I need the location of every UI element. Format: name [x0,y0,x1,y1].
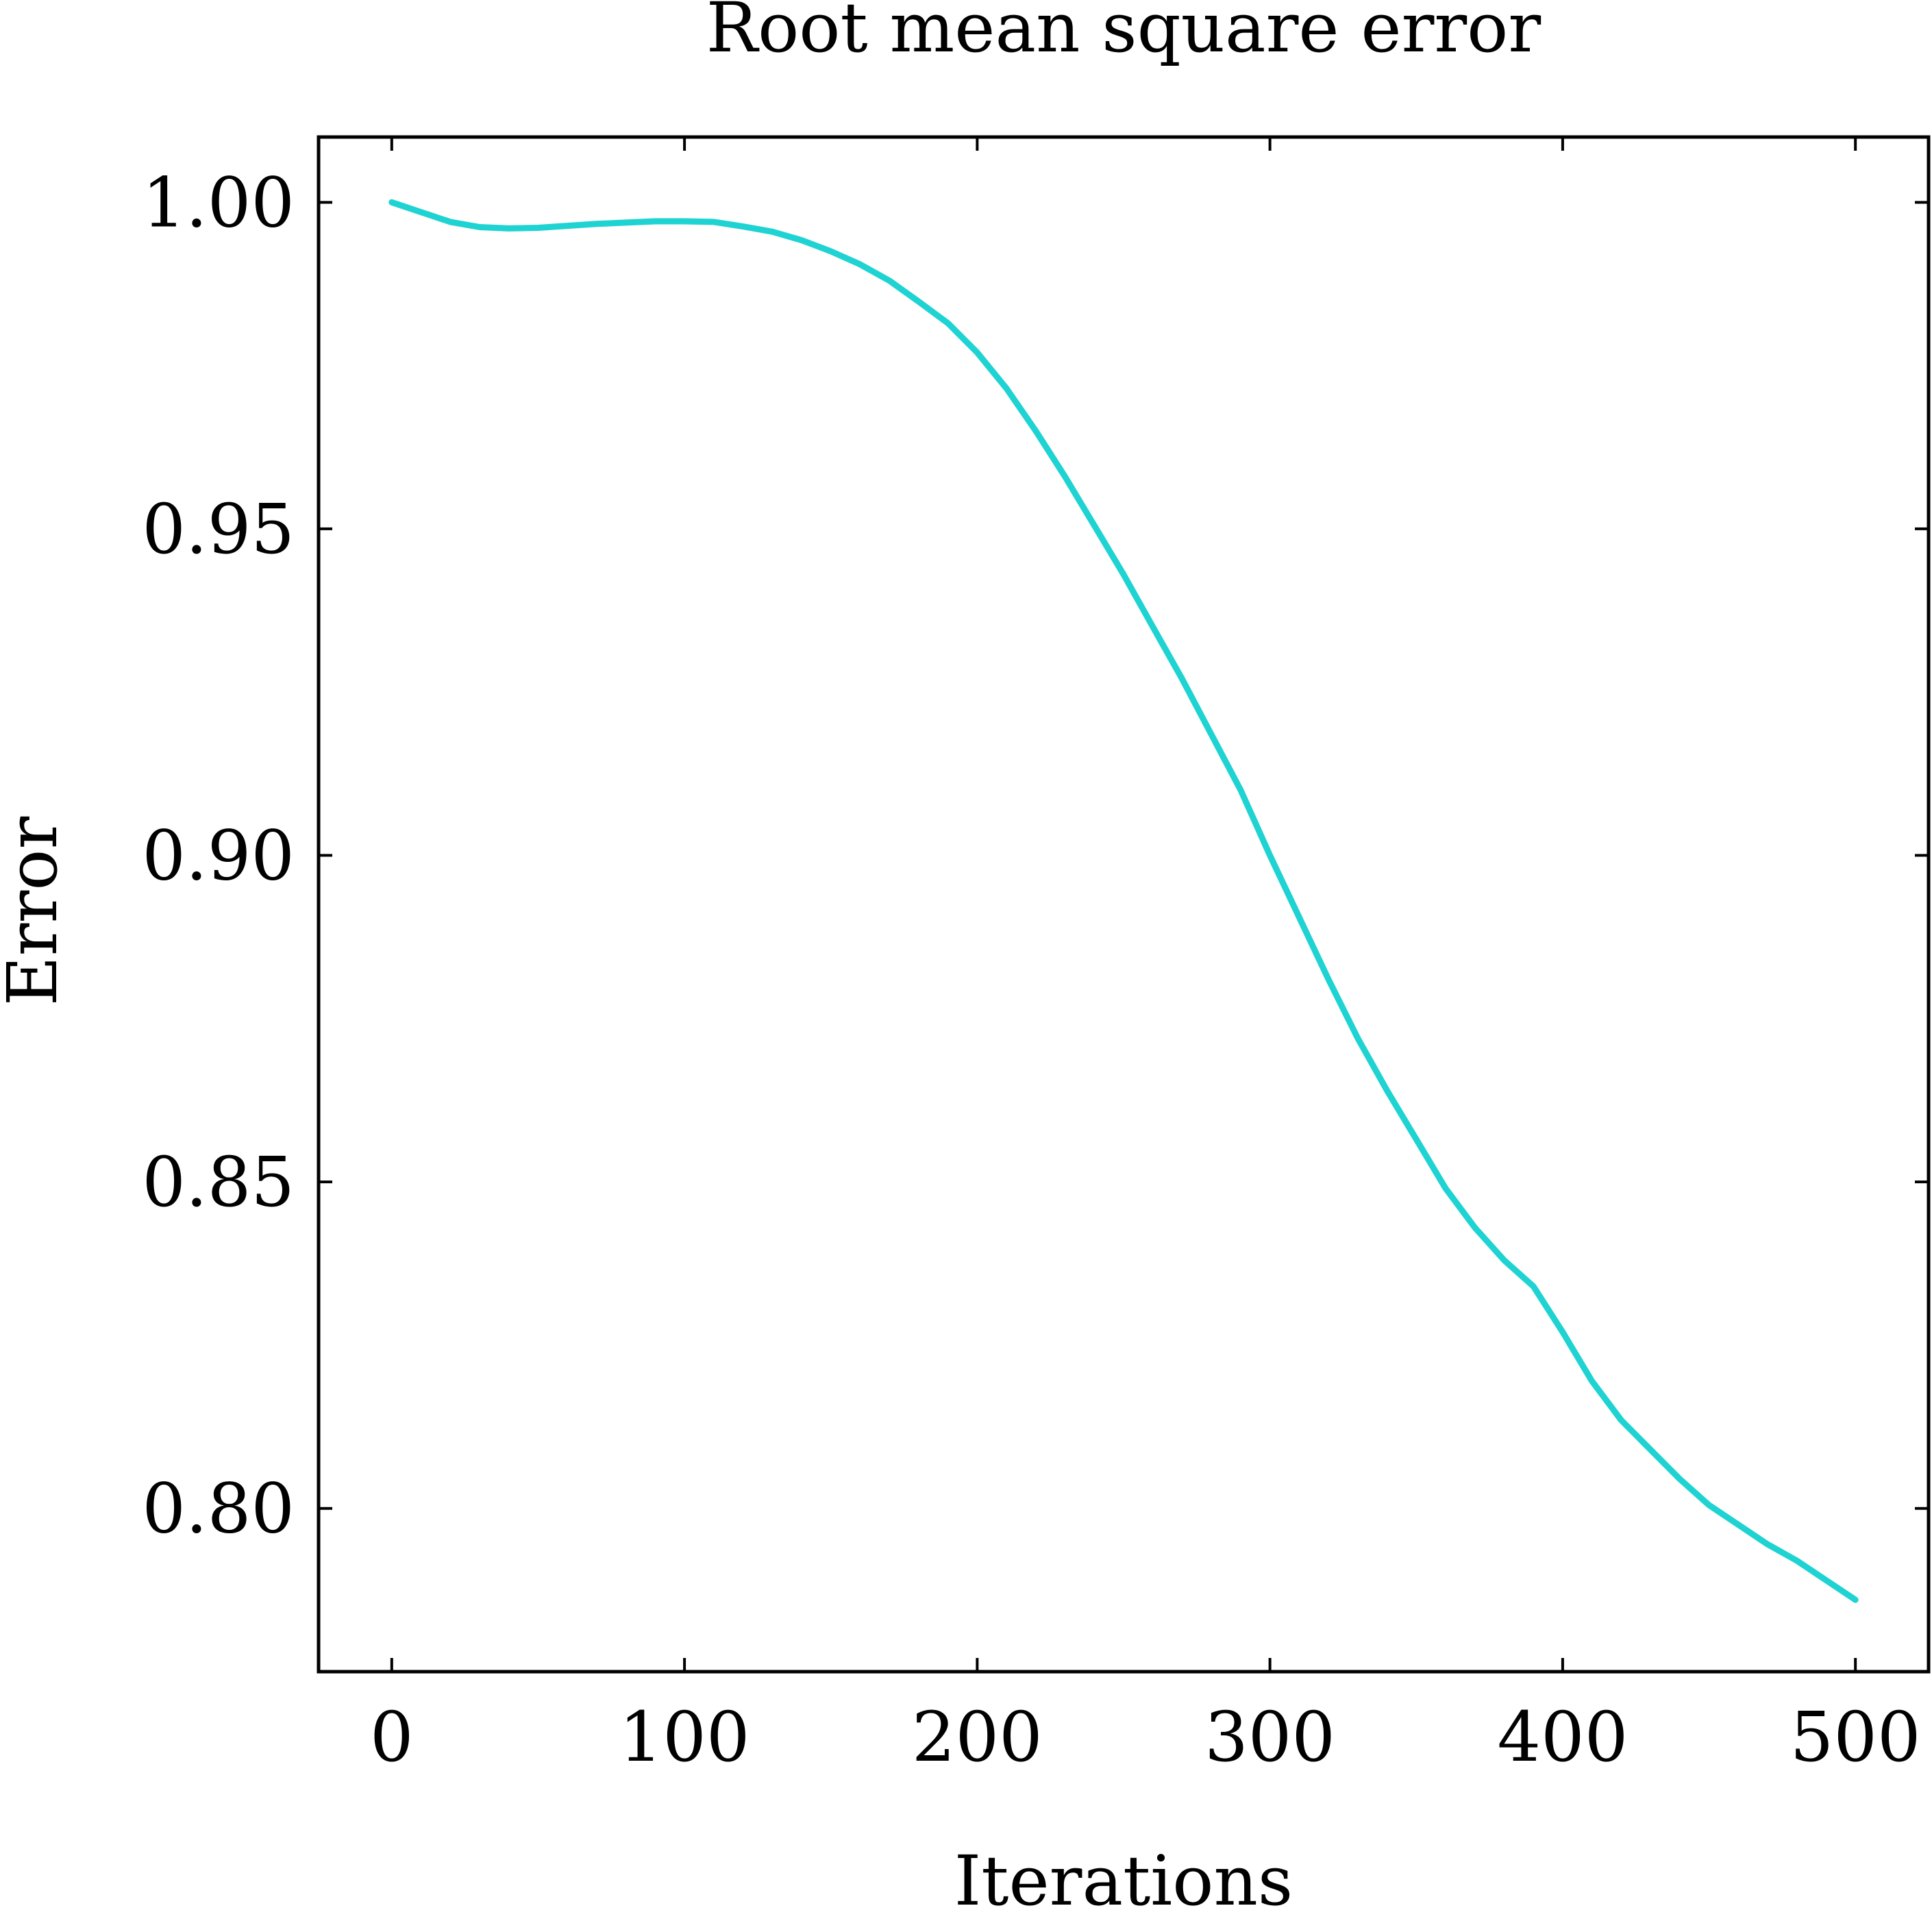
y-tick-label: 0.95 [142,489,295,569]
x-axis-label: Iterations [954,1841,1293,1921]
plot-frame [317,135,1931,1674]
x-tick-label: 0 [370,1697,414,1777]
x-tick-label: 500 [1790,1697,1921,1777]
x-tick-label: 300 [1204,1697,1335,1777]
series-layer [388,199,1859,1603]
y-axis-label: Error [0,817,73,1006]
chart-title: Root mean square error [706,0,1541,68]
series-line [388,199,1859,1603]
x-tick-label: 400 [1497,1697,1628,1777]
x-tick-label: 100 [619,1697,750,1777]
y-tick-label: 0.85 [142,1142,295,1222]
y-tick-label: 0.90 [142,816,295,896]
y-tick-label: 1.00 [142,162,295,243]
y-tick-label: 0.80 [142,1469,295,1549]
tick-layer: 0 100 200 300 400 500 0.80 0.85 0.90 0.95 1.00 [142,137,1929,1777]
x-tick-label: 200 [912,1697,1043,1777]
